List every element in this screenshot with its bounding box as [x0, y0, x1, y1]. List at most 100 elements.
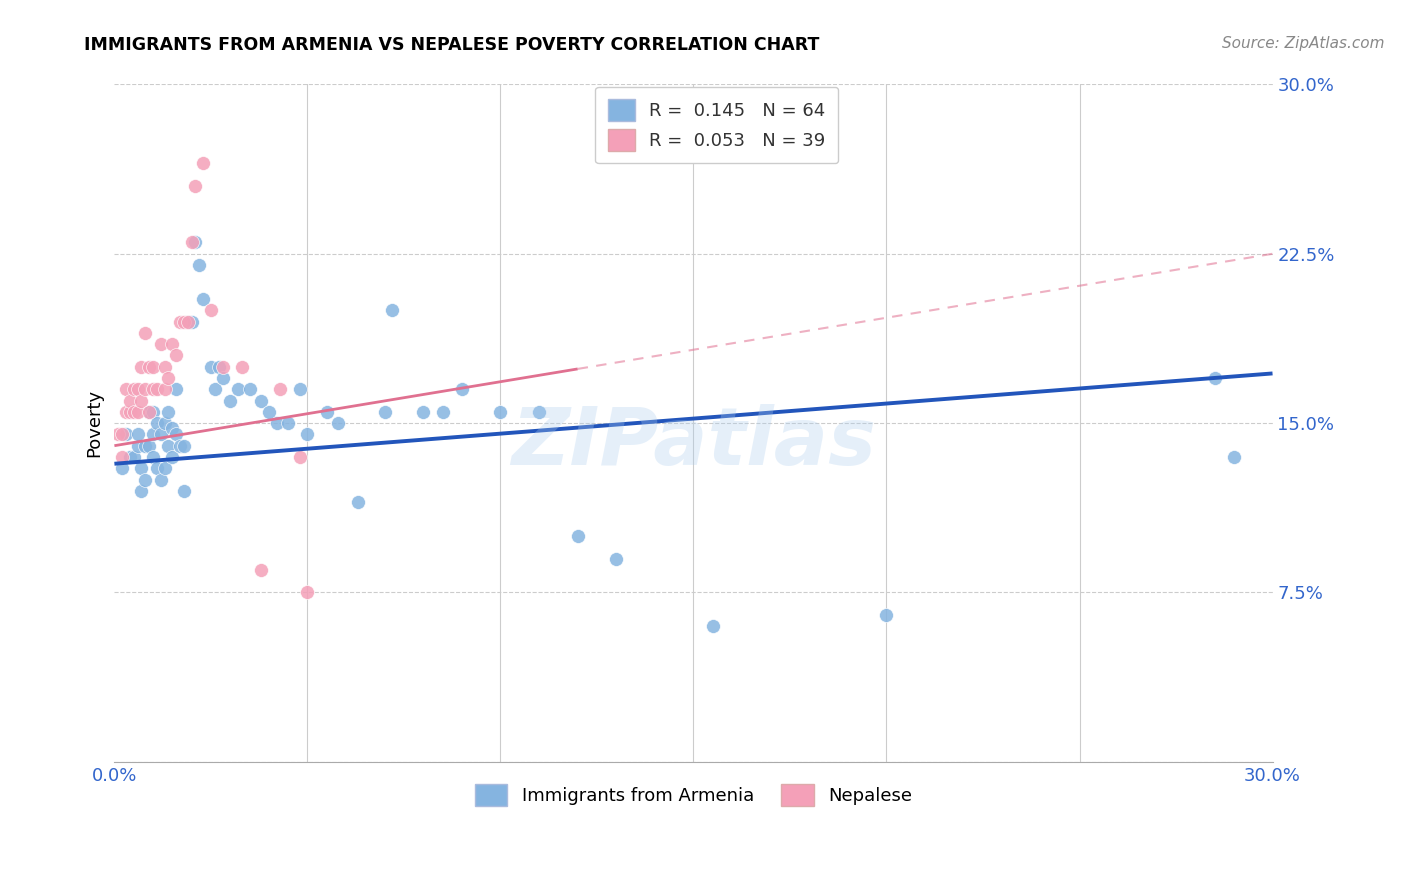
Point [702, 619, 724, 633]
Point [131, 393, 153, 408]
Point [127, 427, 149, 442]
Point [111, 461, 134, 475]
Point [177, 314, 200, 328]
Point [297, 585, 319, 599]
Point [173, 314, 195, 328]
Point [250, 563, 273, 577]
Point [200, 359, 222, 374]
Point [134, 473, 156, 487]
Point [122, 405, 145, 419]
Point [169, 314, 191, 328]
Point [288, 382, 311, 396]
Point [208, 359, 231, 374]
Point [193, 156, 215, 170]
Point [146, 416, 169, 430]
Point [257, 405, 280, 419]
Point [142, 427, 165, 442]
Point [165, 348, 187, 362]
Point [250, 393, 273, 408]
Point [231, 359, 253, 374]
Text: ZIPatlas: ZIPatlas [510, 404, 876, 483]
Point [412, 405, 434, 419]
Point [127, 405, 149, 419]
Point [162, 450, 184, 464]
Point [107, 427, 129, 442]
Point [149, 473, 172, 487]
Point [184, 179, 207, 194]
Point [138, 405, 160, 419]
Point [157, 371, 180, 385]
Point [374, 405, 396, 419]
Point [142, 359, 165, 374]
Point [157, 439, 180, 453]
Point [188, 258, 211, 272]
Point [211, 359, 233, 374]
Point [193, 292, 215, 306]
Point [127, 382, 149, 396]
Point [146, 461, 169, 475]
Point [450, 382, 472, 396]
Point [200, 303, 222, 318]
Point [1223, 450, 1246, 464]
Point [169, 439, 191, 453]
Y-axis label: Poverty: Poverty [86, 389, 103, 458]
Point [226, 382, 249, 396]
Point [238, 382, 260, 396]
Point [111, 450, 134, 464]
Point [288, 450, 311, 464]
Point [131, 461, 153, 475]
Point [146, 382, 169, 396]
Point [138, 439, 160, 453]
Point [180, 235, 202, 250]
Point [115, 382, 138, 396]
Point [177, 314, 200, 328]
Point [122, 450, 145, 464]
Point [115, 405, 138, 419]
Point [134, 382, 156, 396]
Point [269, 382, 291, 396]
Point [127, 439, 149, 453]
Point [138, 359, 160, 374]
Point [142, 450, 165, 464]
Point [527, 405, 550, 419]
Point [605, 551, 627, 566]
Point [111, 427, 134, 442]
Point [142, 405, 165, 419]
Point [165, 427, 187, 442]
Point [153, 382, 176, 396]
Point [180, 314, 202, 328]
Point [115, 427, 138, 442]
Point [134, 439, 156, 453]
Point [346, 495, 368, 509]
Point [432, 405, 454, 419]
Point [173, 483, 195, 498]
Point [118, 405, 141, 419]
Legend: Immigrants from Armenia, Nepalese: Immigrants from Armenia, Nepalese [468, 777, 920, 814]
Point [157, 405, 180, 419]
Point [211, 371, 233, 385]
Point [122, 382, 145, 396]
Point [204, 382, 226, 396]
Point [489, 405, 512, 419]
Point [184, 235, 207, 250]
Point [277, 416, 299, 430]
Point [315, 405, 337, 419]
Point [134, 326, 156, 340]
Point [149, 427, 172, 442]
Point [142, 382, 165, 396]
Point [328, 416, 350, 430]
Point [162, 420, 184, 434]
Point [149, 337, 172, 351]
Point [162, 337, 184, 351]
Point [131, 359, 153, 374]
Point [567, 529, 589, 543]
Point [219, 393, 242, 408]
Point [876, 607, 898, 622]
Point [165, 382, 187, 396]
Point [153, 416, 176, 430]
Point [138, 405, 160, 419]
Point [297, 427, 319, 442]
Point [381, 303, 404, 318]
Point [266, 416, 288, 430]
Point [153, 359, 176, 374]
